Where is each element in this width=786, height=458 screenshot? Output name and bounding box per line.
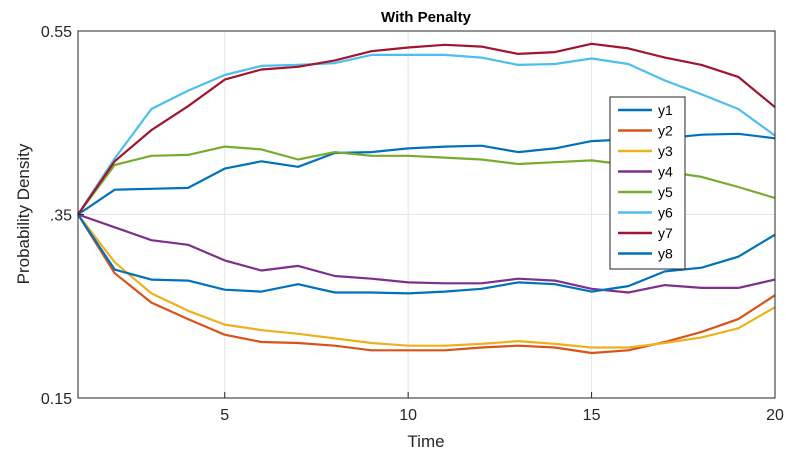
legend-label-y6: y6 — [658, 205, 673, 221]
series-line-y4 — [77, 213, 776, 294]
series-line-y8 — [77, 213, 776, 295]
x-axis-label: Time — [407, 432, 444, 451]
x-tick-label: 10 — [399, 407, 417, 424]
legend-label-y3: y3 — [658, 143, 673, 159]
x-tick-label: 15 — [583, 407, 601, 424]
x-tick-label: 5 — [220, 407, 229, 424]
chart-title: With Penalty — [381, 9, 472, 26]
legend-label-y5: y5 — [658, 184, 673, 200]
series-line-y6 — [77, 53, 776, 216]
x-tick-label: 20 — [766, 407, 784, 424]
series-lines — [77, 42, 776, 355]
series-line-y3 — [77, 213, 776, 349]
legend-label-y8: y8 — [658, 246, 673, 262]
y-tick-label: 0.15 — [41, 391, 72, 408]
legend-label-y1: y1 — [658, 102, 673, 118]
legend-label-y4: y4 — [658, 164, 673, 180]
legend-label-y2: y2 — [658, 123, 673, 139]
legend-box — [609, 96, 686, 270]
series-line-y7 — [77, 42, 776, 216]
y-tick-label: .35 — [50, 208, 72, 225]
legend: y1 y2 y3 y4 y5 y6 y7 y8 — [609, 96, 686, 270]
y-axis-label: Probability Density — [14, 143, 33, 284]
axis-ticks: 5 10 15 20 0.15 .35 0.55 — [41, 24, 784, 424]
y-tick-label: 0.55 — [41, 24, 72, 41]
legend-label-y7: y7 — [658, 225, 673, 241]
